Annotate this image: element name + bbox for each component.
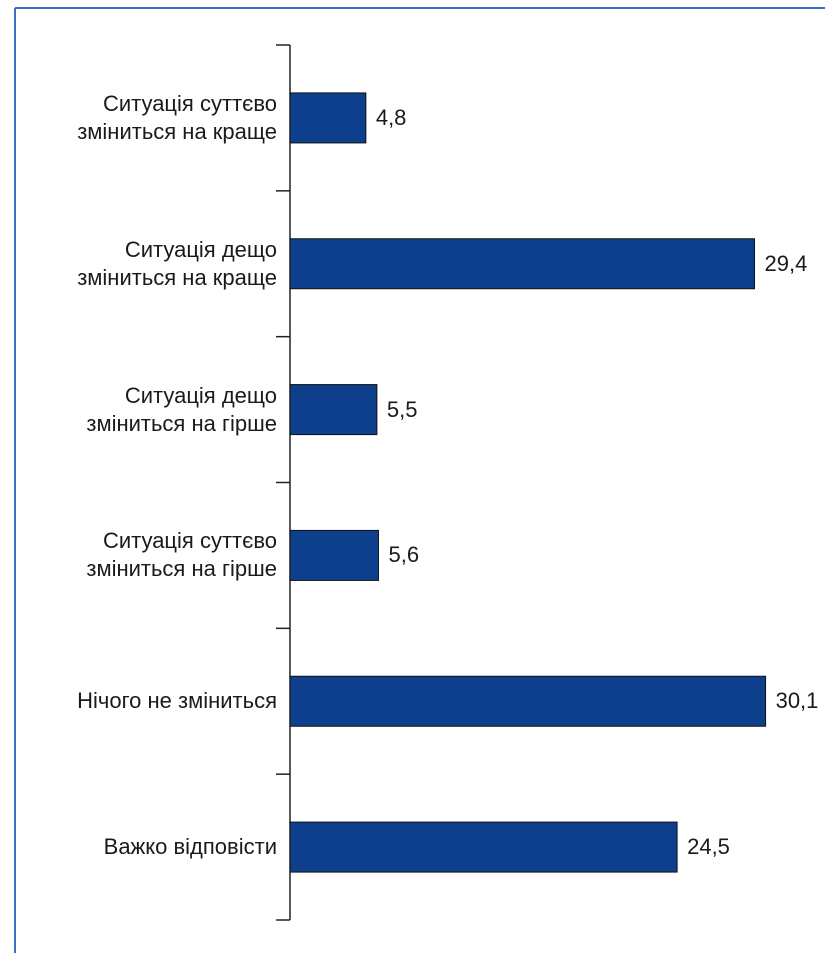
category-label: Ситуація суттєво зміниться на гірше bbox=[86, 528, 277, 582]
category-label: Важко відповісти bbox=[103, 834, 277, 860]
bar bbox=[289, 675, 767, 727]
bar bbox=[289, 92, 367, 144]
value-label: 30,1 bbox=[775, 688, 819, 714]
value-label: 5,6 bbox=[388, 542, 420, 568]
bar bbox=[289, 238, 756, 290]
bar bbox=[289, 529, 379, 581]
bar bbox=[289, 821, 678, 873]
category-label: Ситуація дещо зміниться на гірше bbox=[86, 382, 277, 436]
category-label: Ситуація суттєво зміниться на краще bbox=[77, 90, 277, 144]
value-label: 4,8 bbox=[375, 104, 407, 130]
category-label: Нічого не зміниться bbox=[77, 688, 277, 714]
value-label: 24,5 bbox=[687, 834, 730, 860]
value-label: 5,5 bbox=[386, 396, 418, 422]
bar bbox=[289, 384, 378, 436]
value-label: 29,4 bbox=[764, 250, 808, 276]
category-label: Ситуація дещо зміниться на краще bbox=[77, 236, 277, 290]
